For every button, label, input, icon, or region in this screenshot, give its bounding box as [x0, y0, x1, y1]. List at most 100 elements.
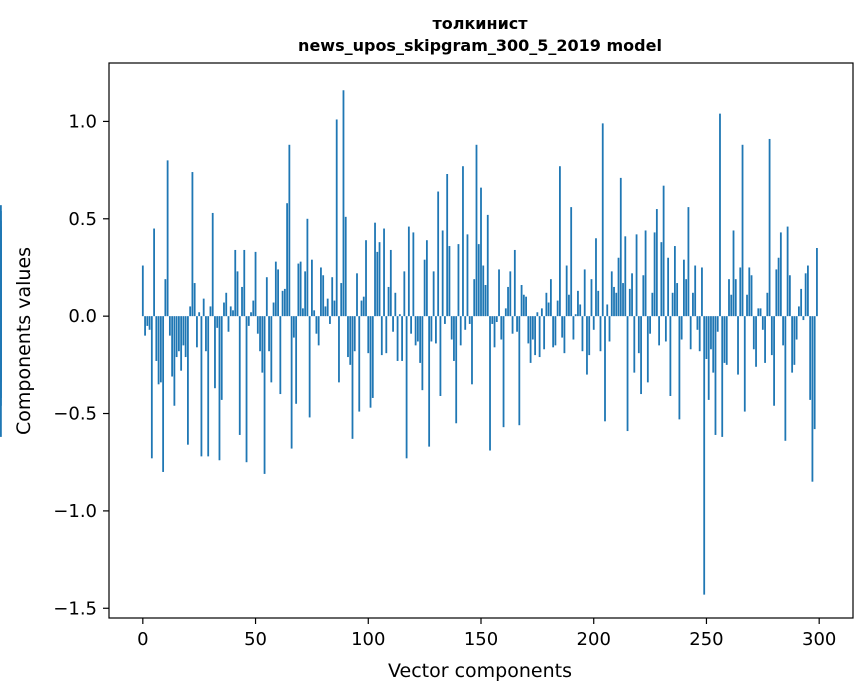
bar [543, 316, 546, 350]
y-tick-label: 0.5 [68, 209, 97, 230]
bar [757, 308, 760, 317]
bar [342, 90, 345, 317]
bar [660, 242, 663, 317]
bar [644, 230, 647, 317]
bar [642, 275, 645, 317]
bar [685, 279, 688, 317]
bar [155, 316, 158, 361]
bar [358, 316, 361, 412]
bar [484, 285, 487, 317]
bar [518, 316, 521, 426]
bar [615, 292, 618, 317]
bar [324, 306, 327, 317]
bar [574, 314, 577, 317]
bar [326, 298, 329, 317]
bar [739, 267, 742, 317]
bar [797, 306, 800, 317]
bar [475, 144, 478, 317]
bar [430, 316, 433, 342]
bar [547, 302, 550, 317]
bar [633, 316, 636, 373]
bar [680, 316, 683, 340]
bar [441, 230, 444, 317]
bar [653, 232, 656, 317]
bar [0, 316, 2, 406]
x-tick-label: 200 [577, 629, 611, 650]
bar [259, 316, 261, 352]
bar [502, 316, 505, 428]
bar [435, 316, 437, 344]
bar [565, 265, 568, 317]
bar [398, 314, 401, 317]
y-tick-label: −0.5 [53, 404, 97, 425]
bar [459, 316, 462, 346]
bar [705, 316, 708, 359]
bar [180, 316, 183, 371]
bar [525, 296, 527, 317]
bar [407, 226, 410, 317]
y-tick-label: 0.0 [68, 306, 97, 327]
bar [599, 316, 602, 352]
bar [784, 316, 787, 441]
bar [730, 294, 733, 317]
bar [581, 316, 584, 352]
bar [545, 292, 548, 317]
bar [764, 316, 766, 363]
bar [723, 316, 726, 363]
bar [721, 316, 724, 437]
bar [707, 316, 710, 400]
bar [299, 261, 302, 317]
bar [592, 316, 595, 330]
bar [205, 316, 207, 352]
x-tick-label: 50 [244, 629, 267, 650]
bar [283, 288, 286, 317]
bar [694, 265, 697, 317]
bar [743, 316, 746, 412]
bar [809, 316, 812, 400]
bar [759, 308, 762, 317]
bar [414, 316, 417, 346]
bar [624, 236, 627, 317]
bar [383, 228, 385, 317]
bar [245, 316, 248, 463]
bar [306, 218, 309, 317]
bar [232, 310, 234, 317]
bar [556, 300, 559, 317]
bar [716, 316, 719, 332]
bar [401, 316, 403, 361]
bar [651, 292, 654, 317]
bar [448, 246, 451, 317]
bar [173, 316, 176, 406]
bar [286, 203, 289, 317]
bar [175, 316, 178, 358]
bar [664, 316, 667, 342]
bar [189, 306, 192, 317]
bar [243, 249, 246, 317]
bar [439, 316, 442, 396]
bar [385, 316, 388, 354]
bar [590, 279, 593, 317]
x-tick-label: 0 [137, 629, 148, 650]
bar [466, 234, 469, 317]
bar [279, 316, 282, 395]
bar [655, 209, 658, 317]
bar [225, 292, 228, 317]
bar [561, 316, 564, 338]
bar [622, 283, 624, 317]
bar [795, 316, 798, 340]
bar [308, 316, 311, 418]
bar [737, 316, 739, 375]
bar [719, 113, 721, 317]
bar [761, 316, 764, 330]
bar [288, 144, 291, 317]
bar [338, 316, 340, 383]
bar [0, 211, 2, 317]
bar [613, 286, 615, 317]
bar [396, 316, 399, 361]
bar [509, 271, 512, 317]
bar [191, 172, 194, 317]
bar [268, 316, 270, 352]
bar [683, 259, 685, 317]
x-axis-ticks: 0 50 100 150 200 250 300 [137, 618, 836, 650]
bar [353, 316, 356, 352]
